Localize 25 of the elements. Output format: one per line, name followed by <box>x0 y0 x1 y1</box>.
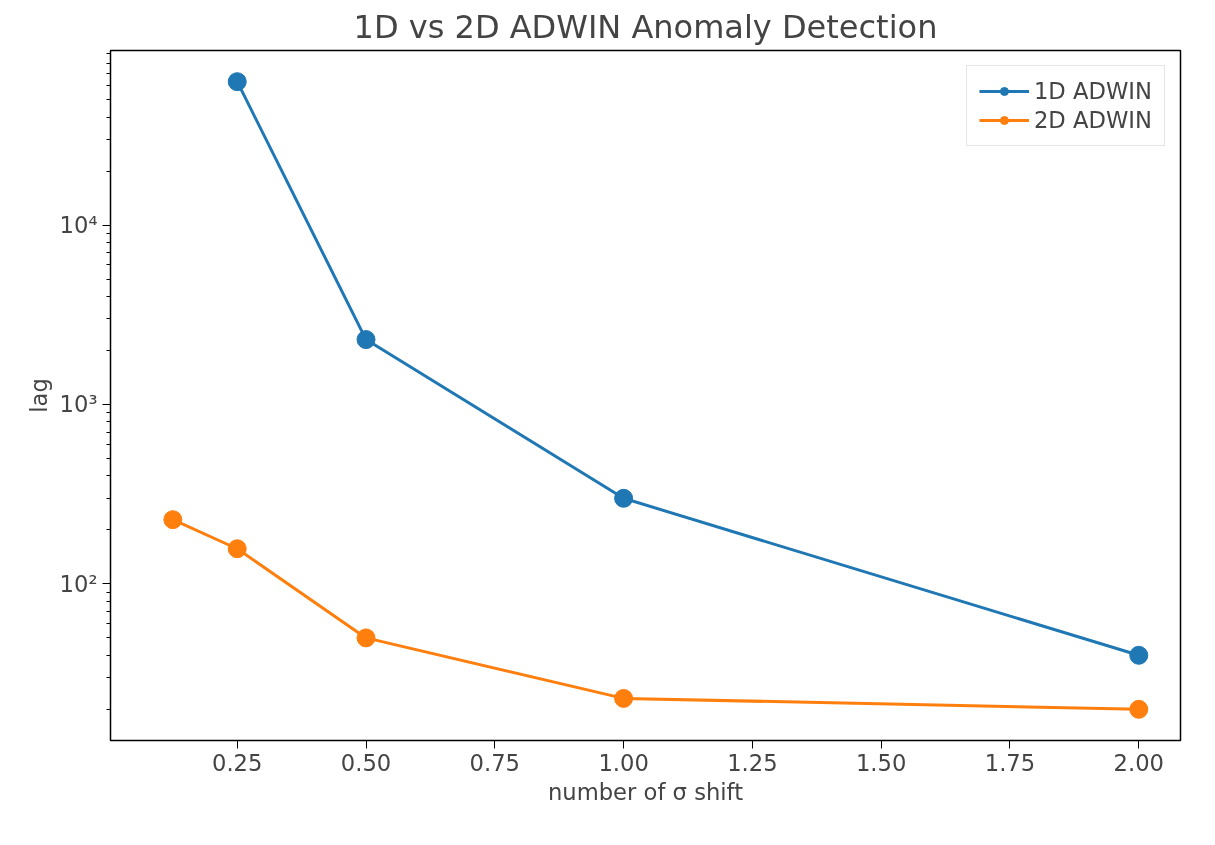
point <box>356 628 376 648</box>
y-axis-title: lag <box>25 378 52 413</box>
x-tick-label: 0.75 <box>469 749 521 776</box>
point <box>227 539 247 559</box>
x-tick-label: 1.25 <box>727 749 778 776</box>
y-tick-label: 10³ <box>59 391 98 418</box>
x-tick-label: 1.50 <box>855 749 907 776</box>
y-tick-label: 10² <box>59 570 98 597</box>
point <box>227 72 247 92</box>
point <box>614 488 634 508</box>
point <box>163 510 183 530</box>
legend-label: 1D ADWIN <box>1033 78 1152 104</box>
legend-label: 2D ADWIN <box>1033 107 1152 133</box>
y-tick-label: 10⁴ <box>59 212 98 239</box>
x-axis-title: number of σ shift <box>547 778 744 805</box>
x-tick-label: 2.00 <box>1113 749 1164 776</box>
point <box>1129 645 1149 665</box>
x-tick-label: 0.25 <box>212 749 263 776</box>
x-tick-label: 1.00 <box>598 749 649 776</box>
point <box>356 330 376 350</box>
point <box>1129 699 1149 719</box>
point <box>614 688 634 708</box>
chart-title: 1D vs 2D ADWIN Anomaly Detection <box>353 7 938 46</box>
x-tick-label: 1.75 <box>984 749 1036 776</box>
x-tick-label: 0.50 <box>340 749 392 776</box>
